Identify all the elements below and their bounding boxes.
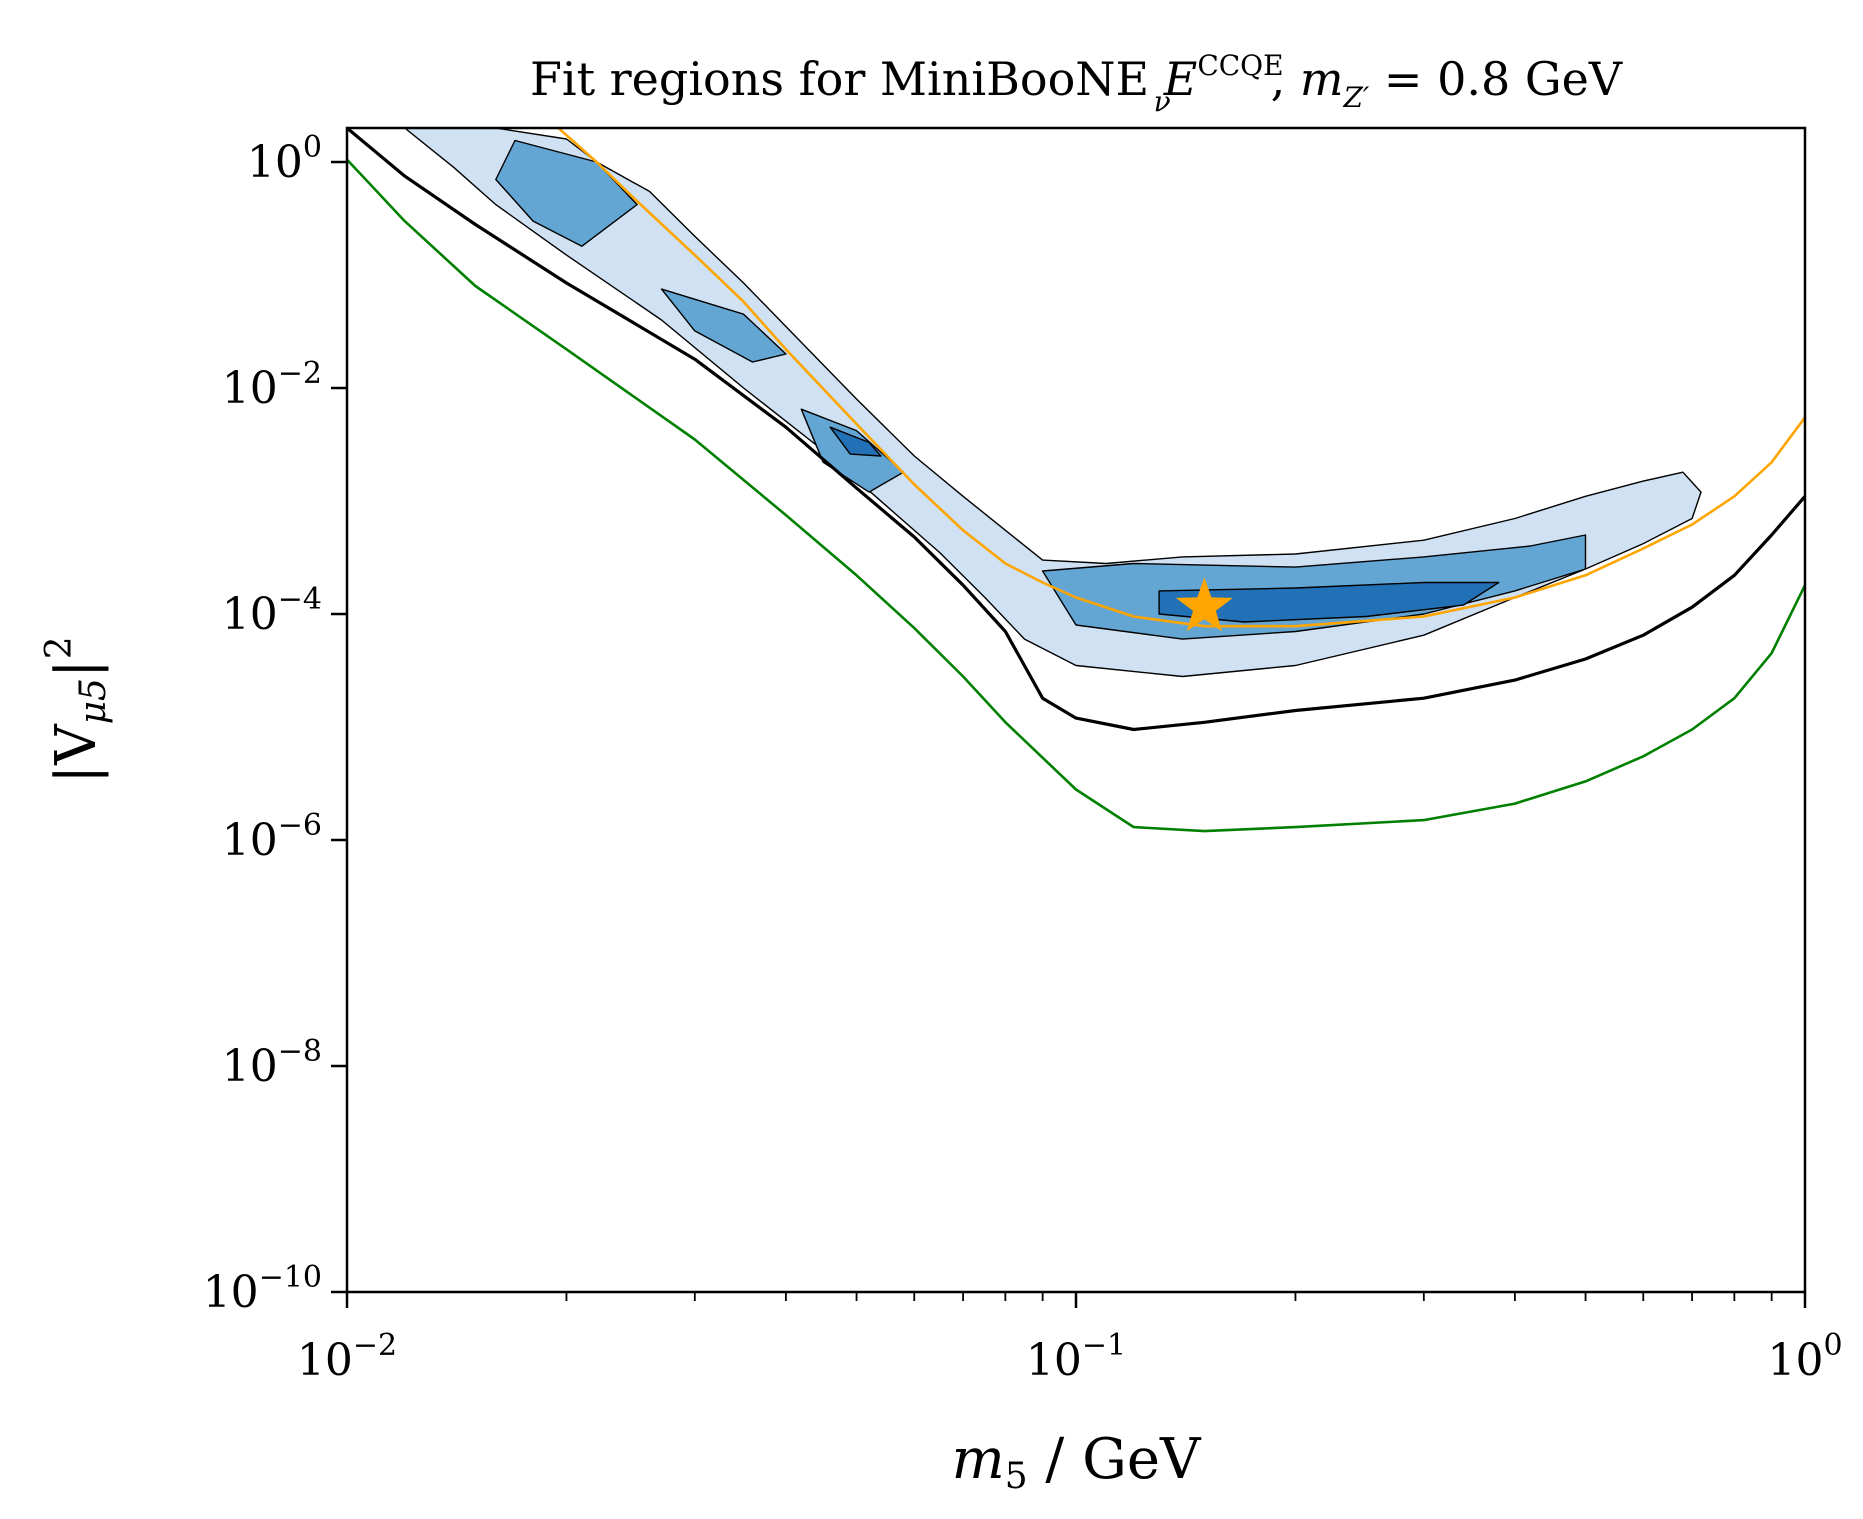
y-tick-label-3: 10−4	[222, 582, 322, 640]
plot-area	[347, 128, 1805, 833]
contour-regions	[404, 128, 1702, 678]
orange-limit-curve	[557, 128, 1805, 628]
plot-frame	[345, 126, 1807, 1294]
limit-curves	[347, 128, 1805, 833]
best-fit-star-marker	[1175, 577, 1233, 632]
x-tick-label-0: 10−2	[297, 1328, 397, 1386]
x-tick-label-1: 10−1	[1026, 1328, 1126, 1386]
x-tick-label-2: 100	[1767, 1328, 1842, 1386]
best-fit-layer	[1175, 577, 1233, 632]
y-tick-label-4: 10−2	[222, 356, 322, 414]
y-tick-label-5: 100	[247, 130, 322, 188]
green-limit-curve	[347, 158, 1805, 833]
contour-region-level-2-2	[660, 288, 787, 363]
y-tick-label-2: 10−6	[222, 808, 322, 866]
contour-region-level-3-5	[1158, 581, 1500, 623]
black-limit-curve	[347, 128, 1805, 732]
axis-ticks	[331, 160, 1807, 1308]
x-axis-label: m5 / GeV	[952, 1427, 1202, 1497]
y-tick-label-1: 10−8	[222, 1034, 322, 1092]
y-tick-label-0: 10−10	[203, 1260, 322, 1318]
chart-title: Fit regions for MiniBooNE ECCQE ν, mZ′ = …	[530, 49, 1623, 118]
y-axis-label: |Vμ5|2	[39, 636, 114, 783]
contour-region-level-3-6	[829, 426, 882, 457]
